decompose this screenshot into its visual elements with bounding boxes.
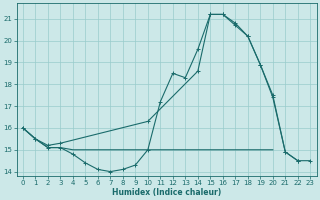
X-axis label: Humidex (Indice chaleur): Humidex (Indice chaleur) <box>112 188 221 197</box>
